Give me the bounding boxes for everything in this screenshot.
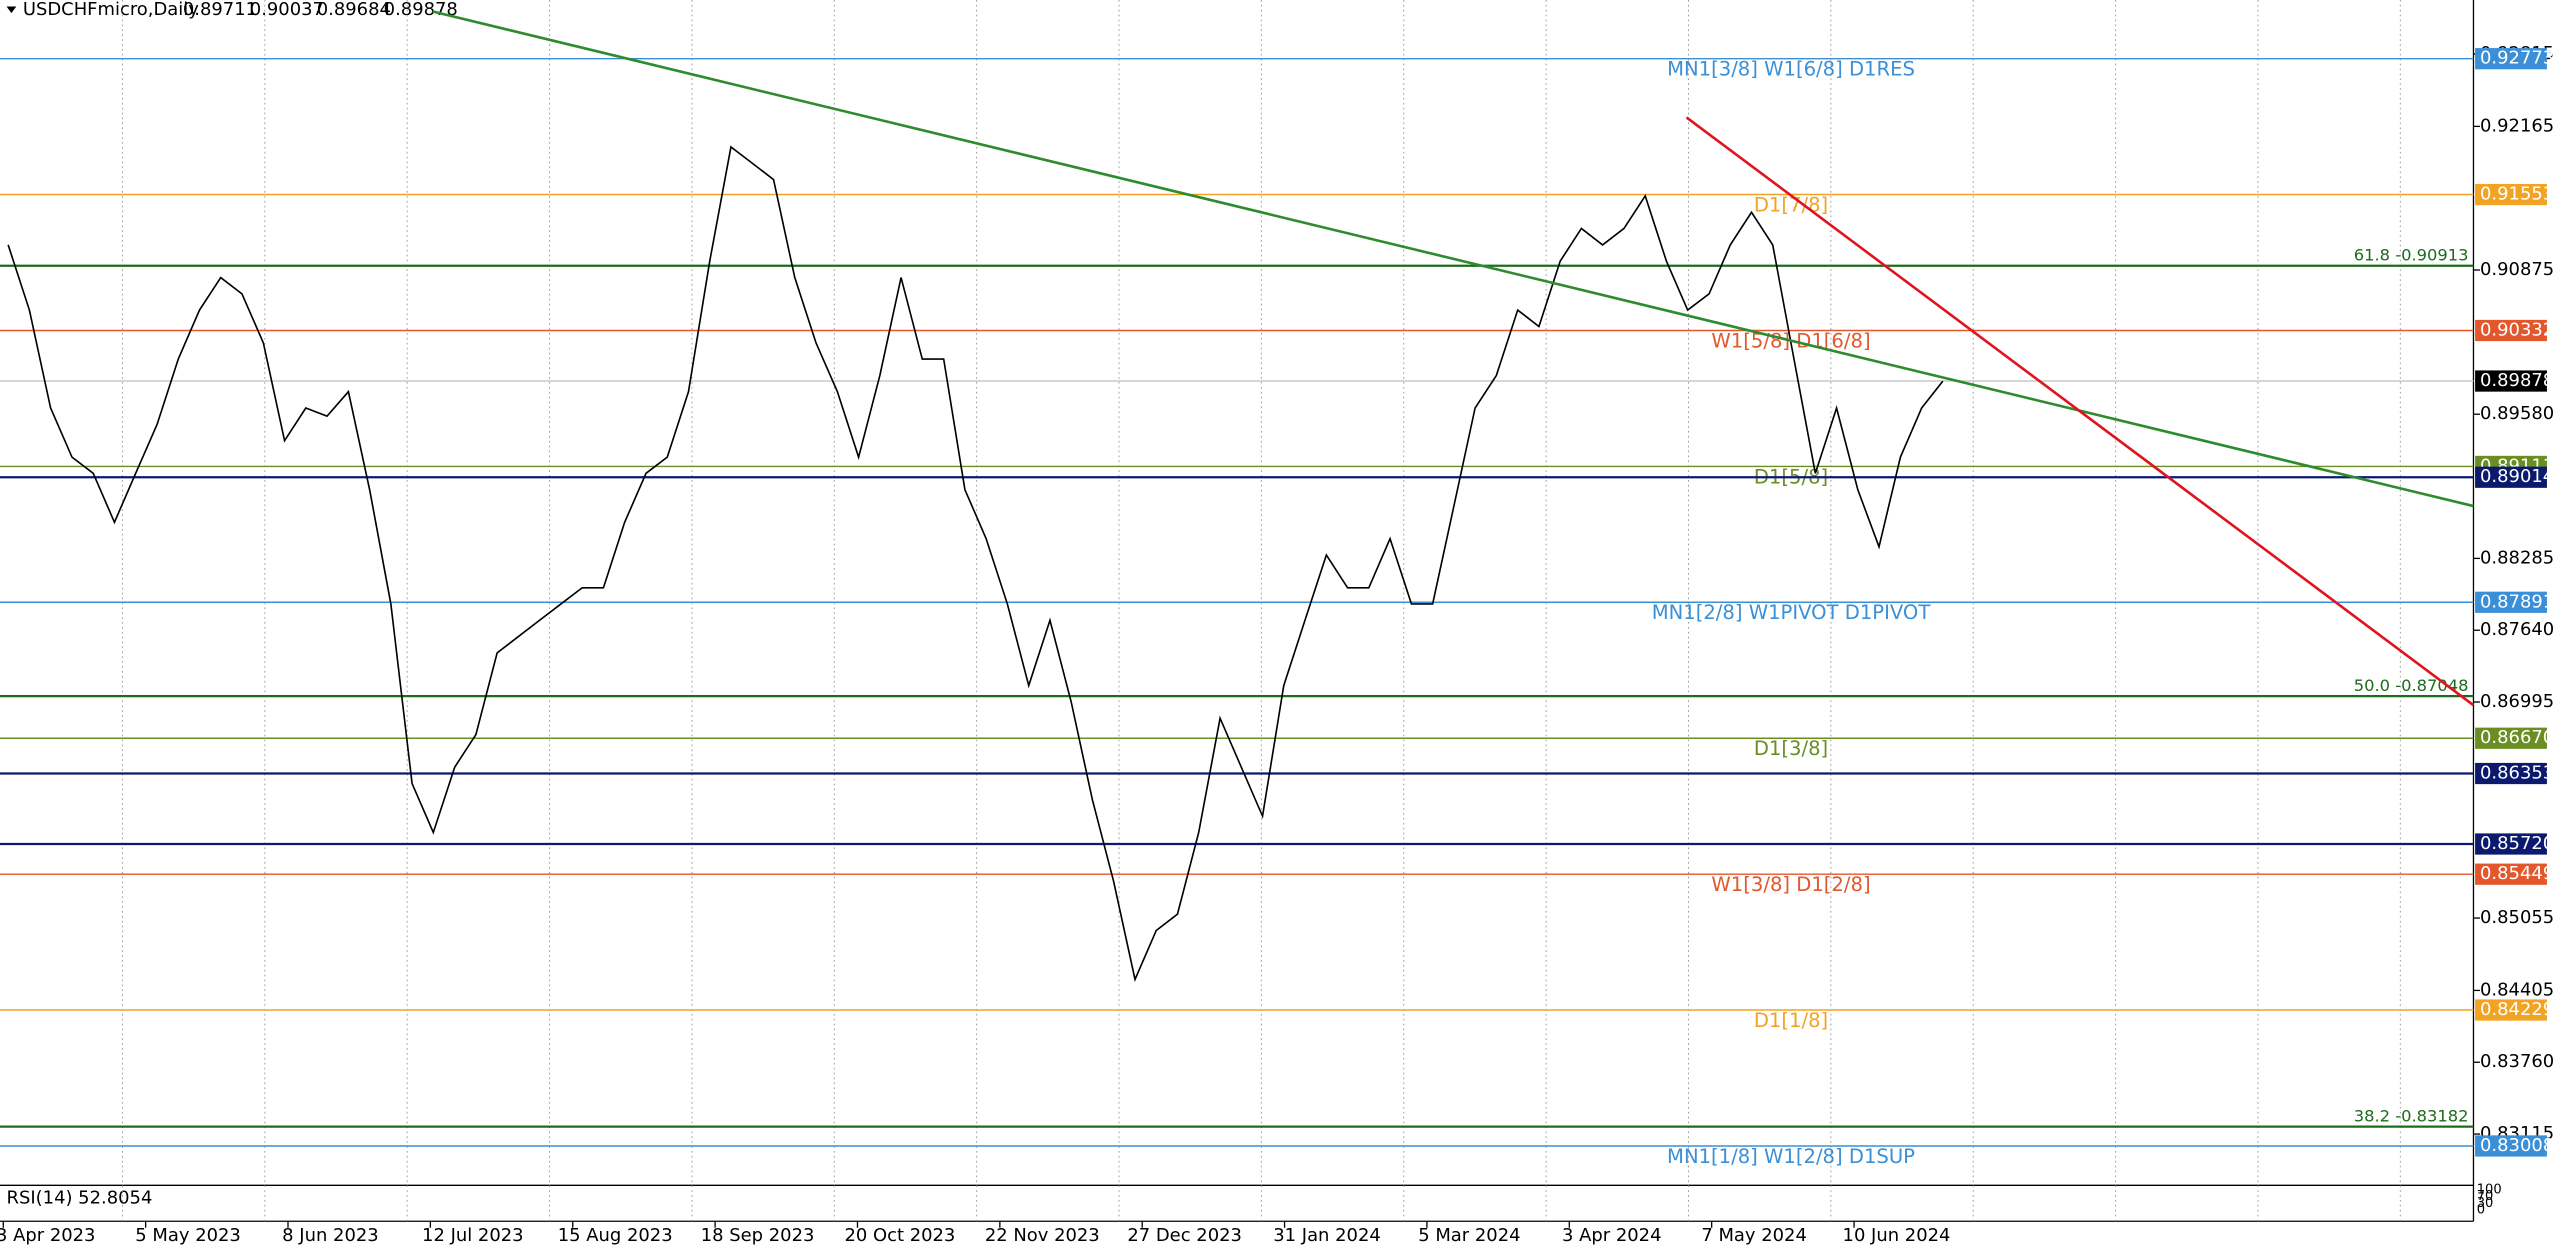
price-box-label: 0.86353 bbox=[2480, 763, 2554, 784]
price-box bbox=[2475, 591, 2547, 613]
x-tick-label: 8 Jun 2023 bbox=[282, 1225, 378, 1246]
level-label: MN1[1/8] W1[2/8] D1SUP bbox=[1667, 1145, 1915, 1168]
fib-label: 38.2 -0.83182 bbox=[2354, 1106, 2469, 1125]
price-line bbox=[7, 145, 1944, 983]
x-tick-label: 31 Jan 2024 bbox=[1273, 1225, 1381, 1246]
y-tick-label: 0.90875 bbox=[2480, 259, 2554, 280]
price-box bbox=[2475, 1135, 2547, 1157]
x-tick-label: 18 Sep 2023 bbox=[701, 1225, 815, 1246]
fib-label: 61.8 -0.90913 bbox=[2354, 245, 2469, 264]
price-box bbox=[2475, 319, 2547, 342]
ohlc-value: 0.90037 bbox=[250, 0, 324, 20]
x-tick-label: 3 Apr 2024 bbox=[1562, 1225, 1662, 1246]
x-tick-label: 5 Mar 2024 bbox=[1418, 1225, 1520, 1246]
price-box-label: 0.87891 bbox=[2480, 591, 2554, 612]
price-box-label: 0.85720 bbox=[2480, 833, 2554, 854]
price-box bbox=[2475, 762, 2547, 785]
symbol: USDCHFmicro,Daily bbox=[23, 0, 199, 20]
trendline bbox=[432, 10, 2474, 508]
y-tick-label: 0.87640 bbox=[2480, 619, 2554, 640]
x-tick-label: 15 Aug 2023 bbox=[558, 1225, 673, 1246]
price-box-label: 0.85449 bbox=[2480, 863, 2554, 884]
price-box bbox=[2475, 48, 2547, 70]
fib-label: 50.0 -0.87048 bbox=[2354, 676, 2469, 695]
x-tick-label: 3 Apr 2023 bbox=[0, 1225, 95, 1246]
rsi-tick-label: 30 bbox=[2477, 1196, 2494, 1211]
y-tick-label: 0.88285 bbox=[2480, 547, 2554, 568]
level-label: W1[3/8] D1[2/8] bbox=[1711, 873, 1870, 896]
price-box-label: 0.84229 bbox=[2480, 999, 2554, 1020]
x-tick-label: 12 Jul 2023 bbox=[422, 1225, 524, 1246]
x-tick-label: 27 Dec 2023 bbox=[1127, 1225, 1242, 1246]
y-tick-label: 0.89580 bbox=[2480, 403, 2554, 424]
price-box bbox=[2475, 466, 2547, 488]
price-box bbox=[2475, 999, 2547, 1021]
price-box-label: 0.91553 bbox=[2480, 184, 2554, 205]
price-box bbox=[2475, 370, 2547, 392]
ohlc-value: 0.89878 bbox=[384, 0, 458, 20]
rsi-tick-label: 70 bbox=[2477, 1189, 2494, 1204]
price-box bbox=[2475, 183, 2547, 206]
rsi-tick-label: 0 bbox=[2477, 1202, 2485, 1217]
price-box-label: 0.92773 bbox=[2480, 48, 2554, 69]
price-box-label: 0.89014 bbox=[2480, 466, 2554, 487]
level-label: D1[1/8] bbox=[1754, 1009, 1828, 1032]
level-label: D1[3/8] bbox=[1754, 737, 1828, 760]
ohlc-value: 0.89684 bbox=[317, 0, 391, 20]
menu-arrow[interactable] bbox=[6, 6, 17, 14]
price-box-label: 0.90332 bbox=[2480, 319, 2554, 340]
y-tick-label: 0.92165 bbox=[2480, 115, 2554, 136]
price-box bbox=[2475, 863, 2547, 885]
level-label: MN1[2/8] W1PIVOT D1PIVOT bbox=[1652, 601, 1932, 624]
y-tick-label: 0.83760 bbox=[2480, 1051, 2554, 1072]
x-tick-label: 10 Jun 2024 bbox=[1843, 1225, 1951, 1246]
y-tick-label: 0.84405 bbox=[2480, 979, 2554, 1000]
x-tick-label: 20 Oct 2023 bbox=[844, 1225, 955, 1246]
x-tick-label: 5 May 2023 bbox=[135, 1225, 241, 1246]
y-tick-label: 0.85055 bbox=[2480, 907, 2554, 928]
price-box bbox=[2475, 833, 2547, 855]
x-tick-label: 7 May 2024 bbox=[1701, 1225, 1807, 1246]
price-box-label: 0.83008 bbox=[2480, 1135, 2554, 1156]
rsi-tick-label: 100 bbox=[2477, 1183, 2502, 1198]
y-tick-label: 0.86995 bbox=[2480, 691, 2554, 712]
ohlc-value: 0.89711 bbox=[183, 0, 257, 20]
rsi-label: RSI(14) 52.8054 bbox=[7, 1187, 153, 1208]
price-box-label: 0.89878 bbox=[2480, 370, 2554, 391]
trendline bbox=[1685, 116, 2475, 707]
price-box-label: 0.86670 bbox=[2480, 727, 2554, 748]
level-label: MN1[3/8] W1[6/8] D1RES bbox=[1667, 58, 1915, 81]
x-tick-label: 22 Nov 2023 bbox=[985, 1225, 1100, 1246]
price-box bbox=[2475, 727, 2547, 749]
